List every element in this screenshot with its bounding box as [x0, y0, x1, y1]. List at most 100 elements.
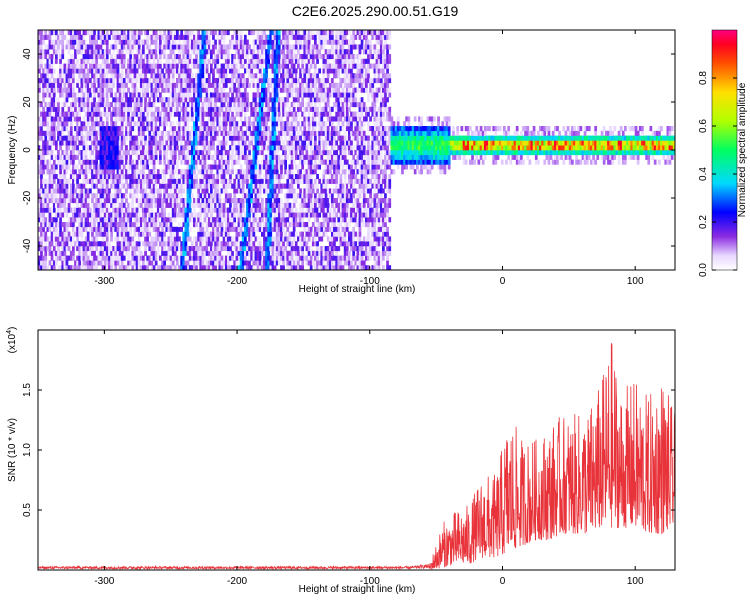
heatmap-cell — [108, 49, 111, 55]
heatmap-cell — [275, 231, 279, 237]
heatmap-cell — [299, 82, 302, 88]
heatmap-cell — [239, 58, 243, 64]
heatmap-cell — [190, 30, 194, 36]
heatmap-cell — [286, 73, 290, 79]
heatmap-cell — [227, 126, 230, 132]
heatmap-cell — [182, 255, 186, 261]
heatmap-cell — [122, 202, 126, 208]
heatmap-cell — [297, 164, 300, 170]
heatmap-cell — [229, 87, 232, 93]
heatmap-cell — [167, 183, 171, 189]
heatmap-cell — [241, 135, 245, 141]
heatmap-cell — [127, 116, 130, 122]
heatmap-cell — [203, 87, 207, 93]
heatmap-cell — [210, 111, 213, 117]
heatmap-cell — [67, 39, 71, 45]
heatmap-cell — [80, 183, 84, 189]
heatmap-cell — [80, 193, 84, 199]
heatmap-cell — [197, 246, 201, 252]
heatmap-cell — [146, 82, 150, 88]
heatmap-cell — [89, 102, 92, 108]
heatmap-cell — [244, 39, 247, 45]
heatmap-cell — [207, 30, 211, 36]
heatmap-cell — [280, 97, 283, 103]
heatmap-cell — [244, 246, 247, 252]
heatmap-cell — [127, 217, 130, 223]
heatmap-cell — [188, 255, 192, 261]
heatmap-cell — [89, 207, 92, 213]
heatmap-cell — [212, 222, 215, 228]
heatmap-cell — [220, 207, 224, 213]
heatmap-cell — [186, 68, 190, 74]
heatmap-cell — [46, 188, 50, 194]
heatmap-cell — [197, 78, 201, 84]
heatmap-cell — [91, 63, 94, 69]
heatmap-cell — [188, 193, 192, 199]
heatmap-cell — [193, 260, 196, 266]
heatmap-cell — [150, 73, 154, 79]
heatmap-cell — [186, 54, 190, 60]
heatmap-cell — [201, 102, 205, 108]
heatmap-cell — [159, 54, 162, 60]
heatmap-cell — [224, 226, 228, 232]
heatmap-cell — [267, 217, 271, 223]
heatmap-cell — [133, 78, 137, 84]
heatmap-cell — [144, 188, 147, 194]
heatmap-cell — [292, 106, 296, 112]
heatmap-cell — [186, 34, 190, 40]
heatmap-cell — [93, 44, 96, 50]
heatmap-cell — [46, 265, 50, 270]
heatmap-cell — [103, 183, 107, 189]
heatmap-cell — [61, 188, 65, 194]
heatmap-cell — [288, 183, 292, 189]
heatmap-cell — [169, 178, 173, 184]
heatmap-cell — [108, 260, 111, 266]
heatmap-cell — [142, 135, 145, 141]
heatmap-cell — [55, 250, 58, 256]
heatmap-cell — [299, 241, 302, 247]
heatmap-cell — [248, 49, 251, 55]
heatmap-cell — [120, 34, 124, 40]
heatmap-cell — [122, 54, 126, 60]
heatmap-cell — [241, 145, 245, 151]
heatmap-cell — [241, 236, 245, 242]
heatmap-cell — [265, 260, 268, 266]
heatmap-cell — [207, 150, 211, 156]
heatmap-cell — [252, 39, 256, 45]
heatmap-cell — [256, 140, 260, 146]
heatmap-cell — [82, 174, 86, 180]
heatmap-cell — [188, 265, 192, 270]
heatmap-cell — [210, 246, 213, 252]
heatmap-cell — [231, 207, 234, 213]
heatmap-cell — [95, 217, 99, 223]
heatmap-cell — [99, 154, 103, 160]
heatmap-cell — [165, 140, 169, 146]
heatmap-cell — [112, 202, 116, 208]
heatmap-cell — [229, 135, 232, 141]
heatmap-cell — [224, 159, 228, 165]
heatmap-cell — [280, 164, 283, 170]
heatmap-cell — [220, 140, 224, 146]
heatmap-cell — [212, 121, 215, 127]
heatmap-cell — [277, 39, 281, 45]
heatmap-cell — [93, 140, 96, 146]
heatmap-cell — [195, 236, 198, 242]
heatmap-cell — [148, 202, 152, 208]
heatmap-cell — [224, 140, 228, 146]
heatmap-cell — [282, 174, 285, 180]
heatmap-cell — [148, 207, 152, 213]
heatmap-cell — [233, 226, 237, 232]
heatmap-cell — [231, 78, 234, 84]
heatmap-cell — [186, 126, 190, 132]
heatmap-cell — [201, 126, 205, 132]
heatmap-cell — [99, 97, 103, 103]
heatmap-cell — [154, 222, 158, 228]
heatmap-cell — [93, 255, 96, 261]
heatmap-cell — [65, 78, 69, 84]
heatmap-cell — [108, 102, 111, 108]
heatmap-cell — [46, 106, 50, 112]
heatmap-cell — [184, 250, 188, 256]
heatmap-cell — [297, 34, 300, 40]
heatmap-cell — [161, 236, 164, 242]
heatmap-cell — [46, 63, 50, 69]
